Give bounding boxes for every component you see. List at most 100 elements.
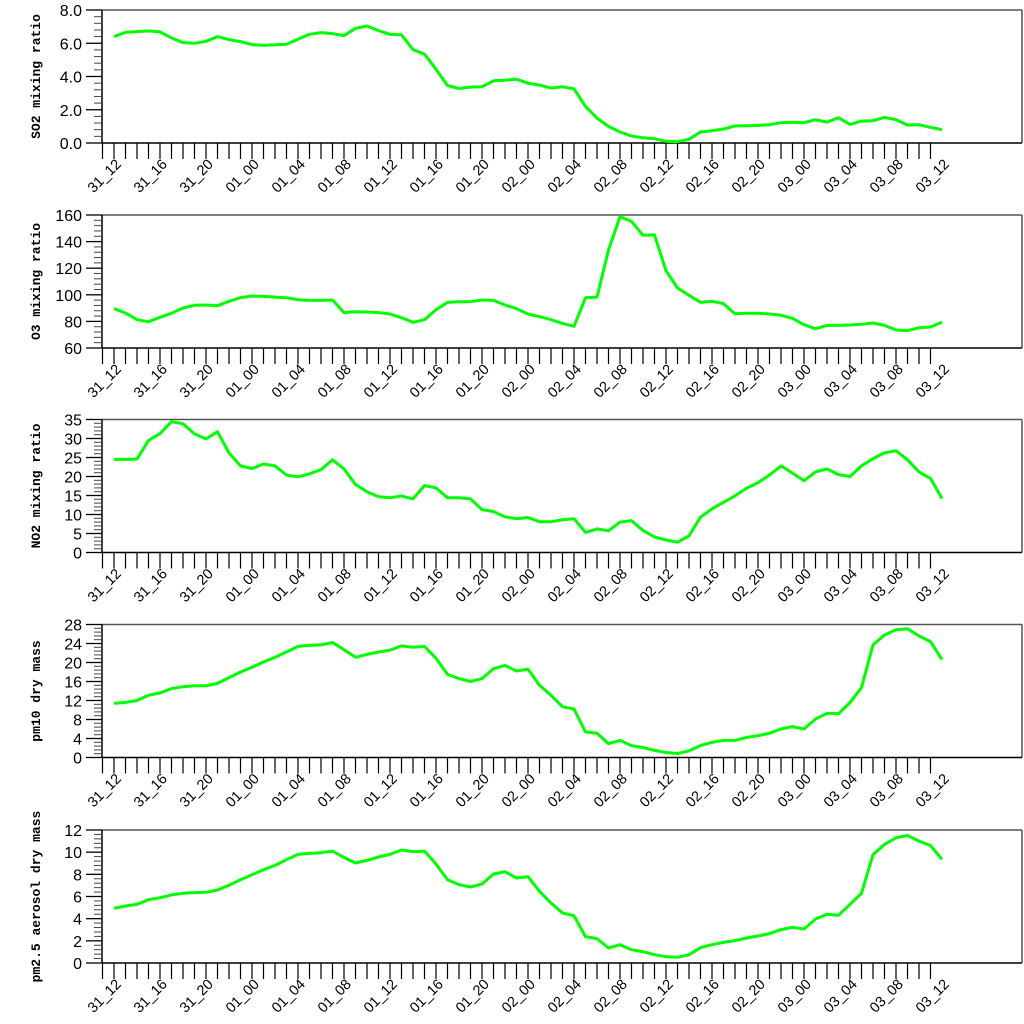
x-tick-label: 02_16 [683,977,723,1017]
x-tick-label: 03_00 [775,157,815,197]
x-tick-label: 02_20 [729,362,769,402]
x-tick-label: 31_12 [85,977,125,1017]
x-tick-label: 02_16 [683,362,723,402]
x-tick-label: 02_20 [729,771,769,811]
x-tick-label: 01_20 [453,157,493,197]
x-tick-label: 01_16 [407,977,447,1017]
x-tick-label: 01_08 [315,977,355,1017]
x-tick-label: 02_04 [545,977,585,1017]
series-line-pm2.5 [113,834,944,959]
y-axis-title: pm10 dry mass [29,640,44,742]
y-tick-label: 4 [73,732,82,749]
x-tick-label: 01_04 [269,157,309,197]
x-tick-label: 03_04 [821,771,861,811]
x-tick-label: 31_16 [131,362,171,402]
x-tick-label: 03_08 [867,362,907,402]
x-tick-label: 02_04 [545,362,585,402]
x-tick-label: 03_04 [821,362,861,402]
x-tick-label: 02_16 [683,771,723,811]
x-tick-label: 01_20 [453,977,493,1017]
y-tick-label: 4 [73,912,82,929]
x-tick-label: 03_04 [821,157,861,197]
x-tick-label: 02_00 [499,977,539,1017]
x-tick-label: 01_04 [269,566,309,606]
y-tick-label: 0 [73,751,82,768]
panel-5: 0 2 4 6 8 10 12 pm2.5 aerosol dry mass 31_12 31_1… [29,810,1023,1017]
x-tick-label: 03_04 [821,566,861,606]
panel-2: 60 80 100 120 140 160 O3 mixing ratio 31_12 31_1… [29,208,1023,402]
y-tick-label: 0 [73,956,82,973]
y-tick-label: 8.0 [60,3,82,20]
x-tick-label: 01_04 [269,362,309,402]
x-tick-label: 02_00 [499,157,539,197]
x-tick-label: 01_12 [361,566,401,606]
x-tick-label: 31_16 [131,771,171,811]
y-axis-title: O3 mixing ratio [29,223,44,340]
x-tick-label: 01_08 [315,362,355,402]
y-tick-label: 25 [64,451,82,468]
x-tick-label: 01_12 [361,771,401,811]
x-tick-label: 01_12 [361,362,401,402]
x-tick-label: 02_12 [637,771,677,811]
x-tick-label: 01_00 [223,771,263,811]
x-tick-label: 01_20 [453,362,493,402]
x-tick-label: 31_16 [131,977,171,1017]
x-tick-label: 02_04 [545,566,585,606]
x-tick-label: 02_04 [545,771,585,811]
x-tick-label: 03_12 [913,157,953,197]
y-tick-label: 30 [64,432,82,449]
y-tick-label: 4.0 [60,70,82,87]
y-tick-label: 160 [55,208,82,225]
y-tick-label: 28 [64,618,82,635]
y-tick-label: 60 [64,341,82,358]
x-tick-label: 01_08 [315,566,355,606]
x-tick-label: 02_00 [499,566,539,606]
x-tick-label: 03_08 [867,566,907,606]
y-tick-label: 140 [55,235,82,252]
y-tick-label: 12 [64,694,82,711]
x-tick-label: 01_12 [361,977,401,1017]
x-tick-label: 01_00 [223,566,263,606]
x-tick-label: 01_04 [269,977,309,1017]
y-axis-title: pm2.5 aerosol dry mass [29,810,44,982]
x-tick-label: 03_08 [867,157,907,197]
x-tick-label: 02_00 [499,771,539,811]
x-tick-label: 02_08 [591,771,631,811]
x-tick-label: 02_08 [591,566,631,606]
series-line-o3 [113,215,943,333]
x-tick-label: 02_12 [637,566,677,606]
x-tick-label: 31_16 [131,566,171,606]
panel-1: 0.0 2.0 4.0 6.0 8.0 SO2 mixing ratio 31_12 31_1… [29,3,1023,197]
x-tick-label: 03_08 [867,977,907,1017]
y-tick-label: 120 [55,261,82,278]
x-tick-label: 03_00 [775,362,815,402]
y-tick-label: 20 [64,656,82,673]
y-tick-label: 10 [64,845,82,862]
y-tick-label: 2.0 [60,103,82,120]
panel-3: 0 5 10 15 20 25 30 35 NO2 mixing ratio 31_12 31_16… [29,413,1023,606]
x-tick-label: 31_20 [177,771,217,811]
x-tick-label: 02_20 [729,566,769,606]
x-tick-label: 31_12 [85,362,125,402]
y-tick-label: 10 [64,508,82,525]
x-tick-label: 01_16 [407,362,447,402]
x-tick-label: 02_12 [637,157,677,197]
series-line-so2 [113,24,943,144]
x-tick-label: 01_16 [407,566,447,606]
x-tick-label: 01_16 [407,157,447,197]
x-tick-label: 31_12 [85,771,125,811]
x-tick-label: 01_16 [407,771,447,811]
panel-4: 0 4 8 12 16 20 24 28 pm10 dry mass 31_12 31_16 31_2… [29,618,1023,811]
x-tick-label: 31_16 [131,157,171,197]
y-tick-label: 20 [64,470,82,487]
x-tick-label: 01_20 [453,566,493,606]
x-tick-label: 03_08 [867,771,907,811]
y-tick-label: 35 [64,413,82,430]
x-tick-label: 01_00 [223,977,263,1017]
y-tick-label: 0 [73,546,82,563]
x-tick-label: 02_20 [729,157,769,197]
x-tick-label: 31_12 [85,566,125,606]
x-tick-label: 03_12 [913,362,953,402]
x-tick-label: 03_00 [775,977,815,1017]
x-tick-label: 02_20 [729,977,769,1017]
